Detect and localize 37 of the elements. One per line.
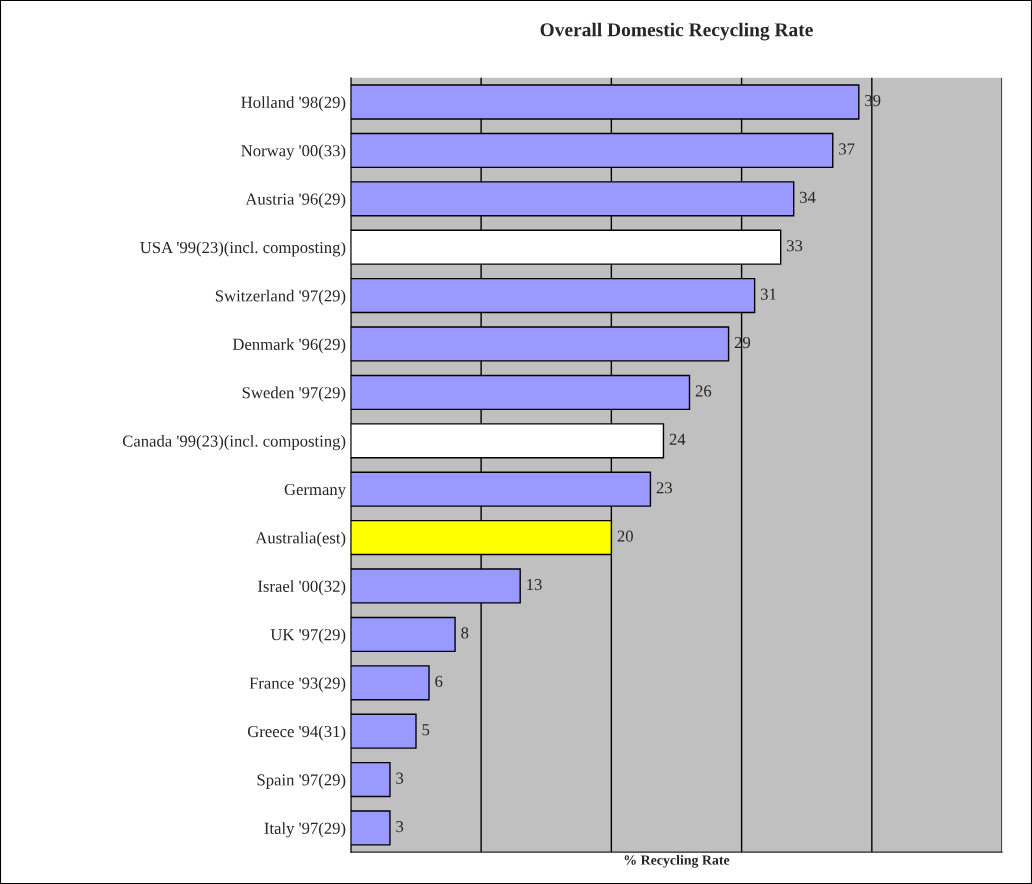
bar — [350, 665, 430, 701]
bar — [350, 616, 456, 653]
data-label: 34 — [800, 191, 816, 203]
data-label: 6 — [435, 675, 443, 687]
y-tick-label: Italy '97(29) — [264, 822, 346, 838]
y-tick-label: USA '99(23)(incl. composting) — [140, 241, 346, 257]
data-label: 33 — [787, 240, 803, 252]
y-tick-label: Austria '96(29) — [245, 193, 346, 209]
y-tick-label: Switzerland '97(29) — [215, 289, 346, 305]
data-label: 23 — [656, 482, 672, 494]
data-label: 5 — [422, 724, 430, 736]
data-label: 13 — [527, 578, 542, 591]
y-tick-label: Holland '98(29) — [241, 96, 346, 112]
y-tick-label: Denmark '96(29) — [232, 338, 346, 354]
data-label: 8 — [461, 627, 469, 639]
data-label: 3 — [396, 820, 404, 833]
y-tick-label: Greece '94(31) — [247, 725, 346, 741]
y-tick-label: Sweden '97(29) — [242, 386, 346, 402]
x-axis-title: % Recycling Rate — [624, 854, 730, 868]
bar — [350, 761, 391, 798]
data-label: 31 — [760, 288, 776, 300]
y-tick-label: Israel '00(32) — [258, 580, 346, 596]
data-label: 20 — [617, 530, 633, 542]
y-tick-label: Norway '00(33) — [241, 144, 346, 160]
bar — [350, 713, 417, 749]
chart-title: Overall Domestic Recycling Rate — [540, 22, 813, 41]
y-tick-label: Germany — [284, 483, 346, 499]
data-label: 26 — [695, 385, 712, 397]
data-label: 24 — [669, 433, 686, 445]
data-label: 3 — [396, 772, 404, 784]
data-label: 37 — [839, 143, 855, 155]
y-tick-label: Canada '99(23)(incl. composting) — [122, 435, 346, 451]
bar — [350, 810, 391, 846]
y-tick-label: France '93(29) — [249, 677, 346, 693]
y-tick-label: UK '97(29) — [270, 628, 346, 644]
y-tick-label: Spain '97(29) — [257, 773, 346, 789]
y-tick-label: Australia(est) — [255, 531, 346, 547]
